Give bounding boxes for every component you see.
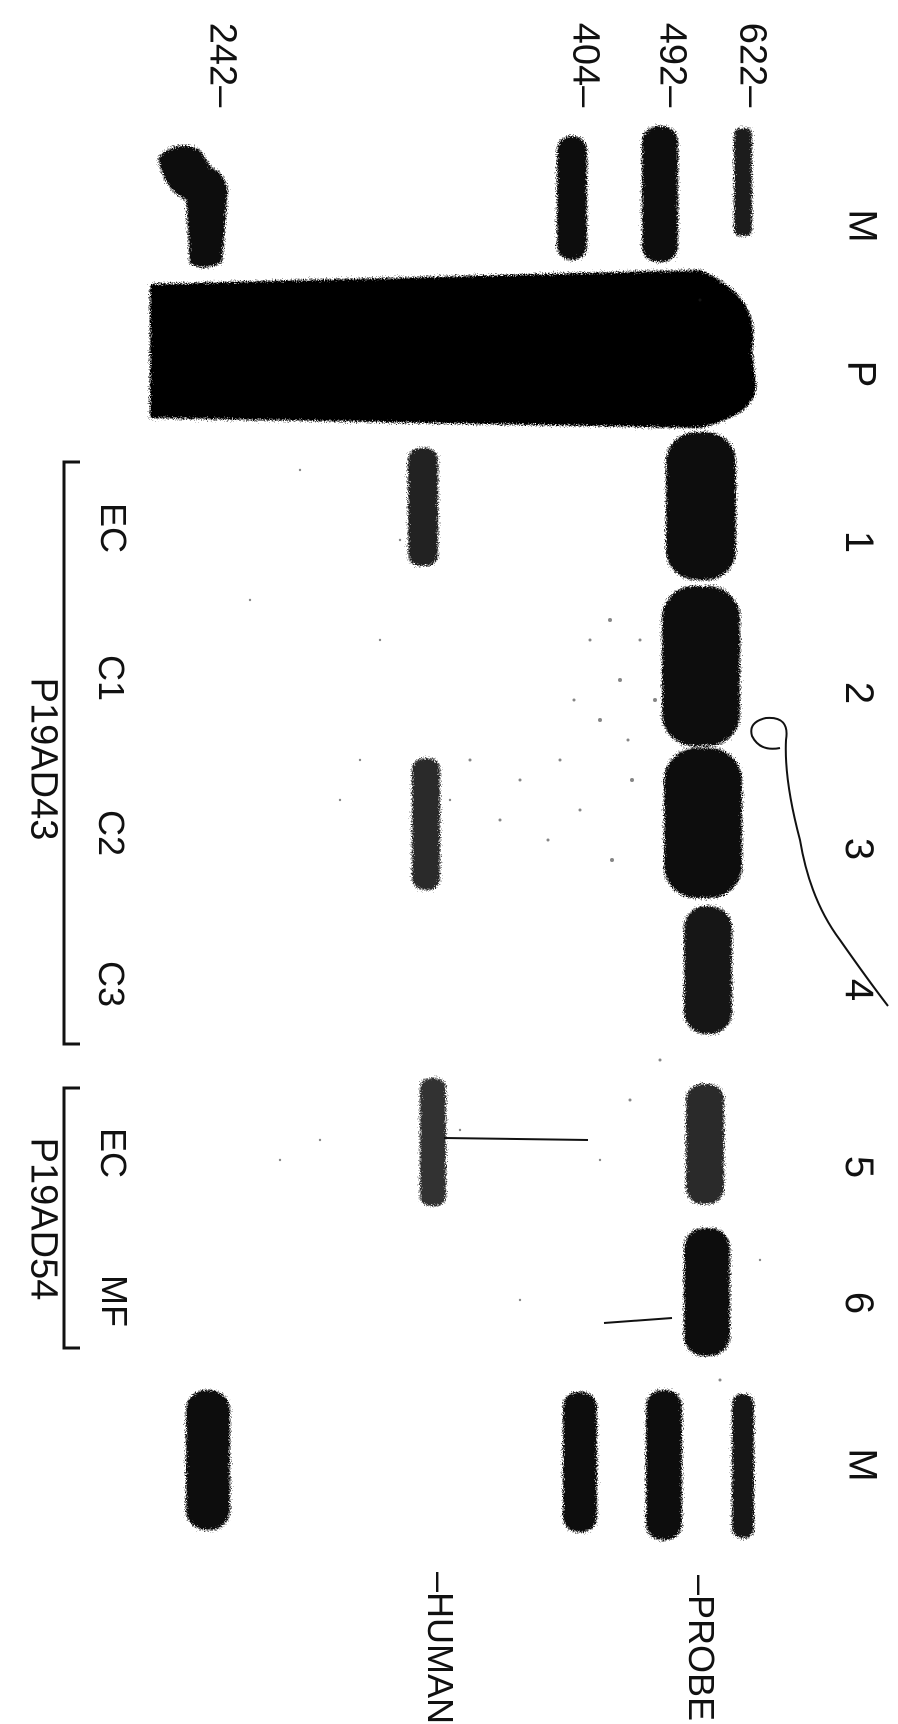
pen-loop xyxy=(750,716,889,1007)
band-marker-242-bottom xyxy=(186,1390,230,1530)
band-marker-404-bottom xyxy=(563,1392,597,1532)
lane-label-6: 6 xyxy=(837,1291,882,1315)
probe-lane xyxy=(150,270,757,428)
sample-label-C3: C3 xyxy=(91,960,133,1008)
band-marker-622-bottom xyxy=(732,1394,754,1538)
sample-label-MF: MF xyxy=(93,1275,135,1327)
band-probe-1 xyxy=(666,432,736,580)
probe-bands xyxy=(662,432,742,1356)
lane-label-2: 2 xyxy=(837,681,882,705)
band-human-3 xyxy=(412,758,440,890)
lane-label-M-top: M xyxy=(840,209,885,243)
lane-label-M-bottom: M xyxy=(840,1448,885,1482)
band-marker-492-top xyxy=(642,126,678,262)
size-marker-404: 404– xyxy=(564,22,607,108)
group-label-p19ad43: P19AD43 xyxy=(22,677,65,841)
bracket-p19ad54 xyxy=(62,1086,80,1350)
sample-label-EC-1: EC xyxy=(93,502,135,554)
band-label-probe: –PROBE xyxy=(681,1574,723,1722)
marker-lane-top xyxy=(158,126,752,268)
band-marker-622-top xyxy=(734,128,752,236)
band-human-5 xyxy=(420,1078,446,1206)
band-probe-4 xyxy=(684,906,732,1034)
human-bands xyxy=(408,448,446,1206)
pen-line-human xyxy=(443,1137,589,1141)
bracket-p19ad43 xyxy=(62,460,80,1046)
group-brackets xyxy=(62,460,80,1350)
pen-marks xyxy=(443,716,889,1324)
band-label-human: –HUMAN xyxy=(420,1571,462,1724)
band-probe-2 xyxy=(662,586,740,746)
band-marker-242-top xyxy=(158,145,228,268)
group-label-p19ad54: P19AD54 xyxy=(22,1137,65,1301)
size-marker-622: 622– xyxy=(731,22,774,108)
band-probe-3 xyxy=(664,748,742,898)
lane-label-1: 1 xyxy=(837,530,882,554)
band-probe-6 xyxy=(684,1228,730,1356)
speckle-noise xyxy=(248,298,762,1382)
size-marker-492: 492– xyxy=(651,22,694,108)
lane-label-P: P xyxy=(839,360,884,388)
band-probe-5 xyxy=(686,1084,724,1204)
band-marker-492-bottom xyxy=(646,1390,682,1540)
marker-lane-bottom xyxy=(186,1390,754,1540)
band-probe-lane xyxy=(150,270,757,428)
sample-label-C1: C1 xyxy=(91,654,133,702)
pen-line-lane6 xyxy=(603,1317,673,1324)
lane-label-4: 4 xyxy=(837,978,882,1002)
lane-label-5: 5 xyxy=(837,1155,882,1179)
sample-label-EC-2: EC xyxy=(93,1127,135,1179)
band-marker-404-top xyxy=(557,136,587,260)
lane-label-3: 3 xyxy=(837,837,882,861)
size-marker-242: 242– xyxy=(201,22,244,108)
band-human-1 xyxy=(408,448,438,566)
sample-label-C2: C2 xyxy=(91,809,133,857)
